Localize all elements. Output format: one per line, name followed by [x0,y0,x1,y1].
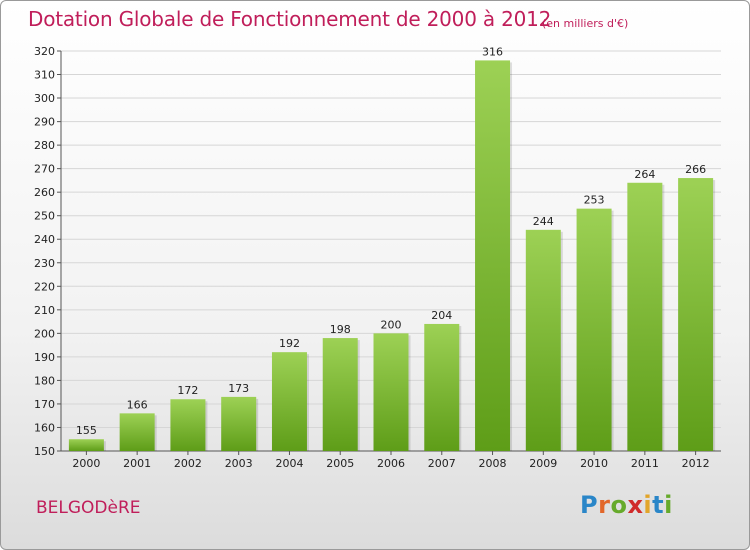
proxiti-logo: Proxiti [580,491,673,519]
x-tick-label: 2000 [72,457,100,470]
logo-letter: r [598,491,611,519]
bar [68,439,104,451]
x-tick-label: 2008 [479,457,507,470]
x-tick-label: 2003 [225,457,253,470]
x-tick-label: 2012 [682,457,710,470]
y-tick-label: 310 [34,69,55,82]
logo-letter: o [610,491,628,519]
bar [525,229,561,451]
y-tick-label: 160 [34,421,55,434]
bar [221,396,257,451]
bar [119,413,155,451]
x-tick-label: 2002 [174,457,202,470]
chart-title: Dotation Globale de Fonctionnement de 20… [28,7,552,31]
bar [373,333,409,451]
data-label: 192 [279,337,300,350]
logo-letter: i [643,491,653,519]
y-tick-label: 200 [34,327,55,340]
y-tick-label: 190 [34,351,55,364]
y-tick-label: 210 [34,304,55,317]
y-tick-label: 260 [34,186,55,199]
x-tick-label: 2010 [580,457,608,470]
data-label: 264 [634,168,655,181]
data-label: 166 [127,398,148,411]
x-tick-label: 2001 [123,457,151,470]
bar [322,338,358,451]
x-tick-label: 2007 [428,457,456,470]
data-label: 198 [330,323,351,336]
data-label: 155 [76,424,97,437]
bar [170,399,206,451]
data-label: 172 [177,384,198,397]
unit-note: (en milliers d'€) [542,17,629,30]
y-tick-label: 170 [34,398,55,411]
bars: 155 166 172 173 192 198 200 204 316 244 253 264 266 [68,45,716,451]
bar [271,352,307,451]
bar [475,60,511,451]
x-tick-label: 2005 [326,457,354,470]
x-tick-label: 2011 [631,457,659,470]
logo-letter: x [627,491,644,519]
logo-letter: i [664,491,673,519]
bar [678,178,714,451]
logo-letter: t [652,491,665,519]
data-label: 316 [482,45,503,58]
data-label: 253 [584,194,605,207]
y-axis-ticks: 150 160 170 180 190 200 210 220 230 240 250 260 270 2… [34,45,61,458]
data-label: 266 [685,163,706,176]
y-tick-label: 320 [34,45,55,58]
bar [576,208,612,451]
y-tick-label: 250 [34,210,55,223]
y-tick-label: 300 [34,92,55,105]
bar [424,323,460,451]
data-label: 173 [228,382,249,395]
bar [627,182,663,451]
y-tick-label: 290 [34,116,55,129]
x-tick-label: 2004 [275,457,303,470]
y-tick-label: 280 [34,139,55,152]
data-label: 204 [431,309,452,322]
x-tick-label: 2006 [377,457,405,470]
logo-letter: P [580,491,599,519]
y-tick-label: 270 [34,163,55,176]
data-label: 244 [533,215,554,228]
y-tick-label: 240 [34,233,55,246]
commune-name: BELGODèRE [36,498,141,518]
y-tick-label: 150 [34,445,55,458]
x-axis-ticks: 2000 2001 2002 2003 2004 2005 2006 2007 2008 2009… [72,451,710,470]
y-tick-label: 230 [34,257,55,270]
y-tick-label: 220 [34,280,55,293]
data-label: 200 [381,318,402,331]
y-tick-label: 180 [34,374,55,387]
x-tick-label: 2009 [529,457,557,470]
